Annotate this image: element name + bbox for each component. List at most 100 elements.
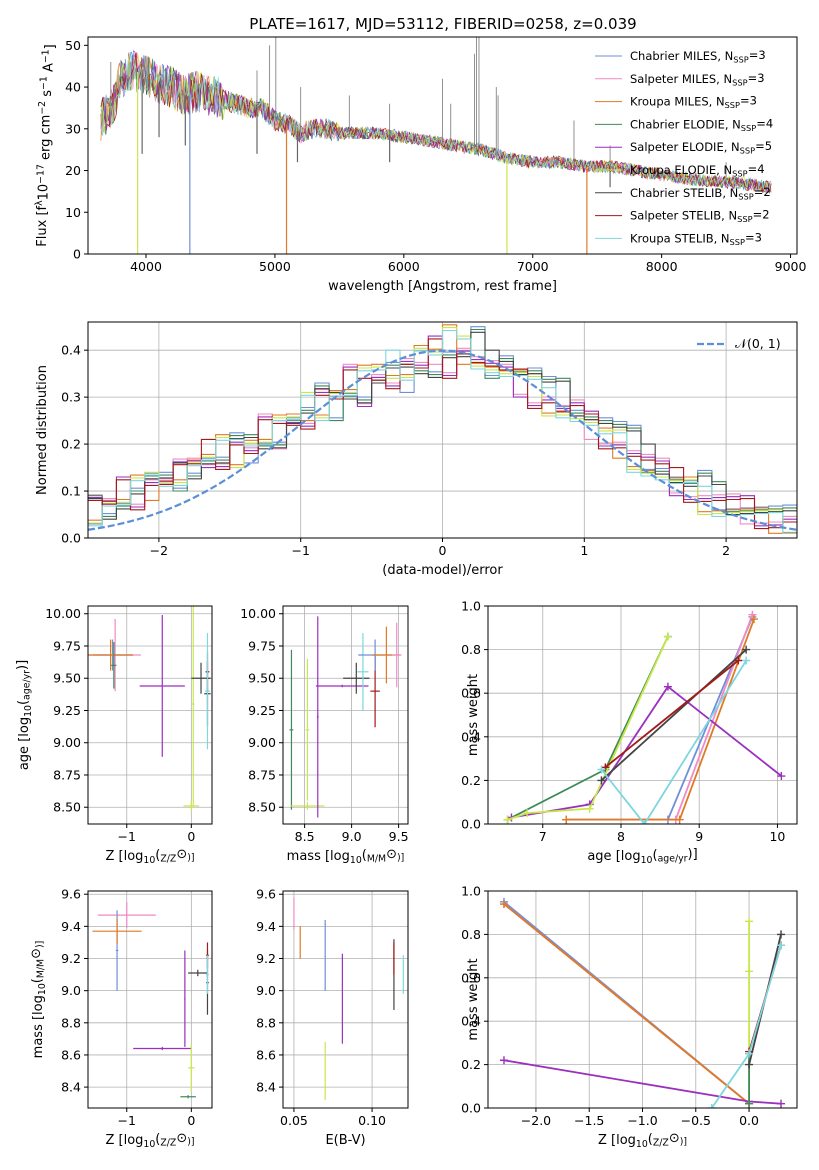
weight-marker <box>675 815 684 824</box>
weight-marker <box>749 615 758 624</box>
histogram-kroupa_stelib <box>88 329 797 534</box>
weight-marker <box>748 610 757 619</box>
x-tick-label: 0.10 <box>358 1113 386 1128</box>
weight-line-kroupa_elodie <box>507 636 669 821</box>
y-tick-label: 0.8 <box>461 927 481 942</box>
y-tick-label: 8.8 <box>61 1015 81 1030</box>
y-tick-label: 0.1 <box>61 484 81 499</box>
plot-mass_vs_z: −1 0 8.4 8.6 8.8 9.0 9.2 9.4 9.6 Z [log10(Z/Z⊙)] m… <box>29 887 213 1150</box>
y-tick-label: 8.75 <box>248 767 276 782</box>
y-tick-label: 9.4 <box>61 919 81 934</box>
weight-marker <box>734 656 743 665</box>
weight-line-salpeter_elodie <box>511 685 782 819</box>
spectrum-legend: Chabrier MILES, NSSP=3 Salpeter MILES, NS… <box>595 48 773 247</box>
weight-line-kroupa_stelib <box>711 945 782 1108</box>
plot-age_vs_mass: 8.5 9.0 9.5 8.50 8.75 9.00 9.25 9.50 9.75 10.00 ma… <box>240 605 409 866</box>
weight-line-chabrier_miles <box>566 616 754 821</box>
axes-frame <box>282 605 409 825</box>
legend-label: Chabrier MILES, NSSP=3 <box>630 48 766 64</box>
x-axis-label: Z [log10(Z/Z⊙)] <box>598 1131 687 1150</box>
x-tick-label: 9000 <box>775 259 807 274</box>
y-tick-label: 50 <box>65 38 81 53</box>
x-tick-label: 0 <box>187 829 195 844</box>
y-tick-label: 0.0 <box>461 1101 481 1116</box>
y-tick-label: 0 <box>73 247 81 262</box>
y-tick-label: 0.6 <box>461 686 481 701</box>
x-tick-label: 9.0 <box>342 829 362 844</box>
weight-line-salpeter_stelib <box>604 659 739 769</box>
weight-marker <box>523 809 532 818</box>
x-axis-label: mass [log10(M/M⊙)] <box>287 847 405 866</box>
legend-label: Kroupa MILES, NSSP=3 <box>630 94 757 110</box>
x-tick-label: −2 <box>150 543 168 558</box>
weight-marker <box>640 820 649 824</box>
figure-title: PLATE=1617, MJD=53112, FIBERID=0258, z=0… <box>249 15 636 33</box>
weight-marker <box>562 815 571 824</box>
y-tick-label: 9.50 <box>248 671 276 686</box>
x-tick-label: 2 <box>722 543 730 558</box>
weight-marker <box>663 632 672 641</box>
weight-marker <box>499 1056 508 1065</box>
weight-marker <box>777 772 786 781</box>
x-axis-label: Z [log10(Z/Z⊙)] <box>105 1131 194 1150</box>
y-axis-label: age [log10(age/yr)] <box>15 660 34 770</box>
histogram-salpeter_stelib <box>88 338 797 530</box>
plot-weight_vs_age: 7 8 9 10 0.0 0.2 0.4 0.6 0.8 1.0 age [log10(age/yr… <box>461 599 798 866</box>
x-tick-label: 0 <box>439 543 447 558</box>
plot-area <box>100 37 772 254</box>
legend-label: Chabrier STELIB, NSSP=2 <box>630 185 771 201</box>
x-tick-label: 8 <box>617 829 625 844</box>
y-tick-label: 30 <box>65 121 81 136</box>
weight-marker <box>745 967 754 976</box>
legend-label: Salpeter MILES, NSSP=3 <box>630 71 765 87</box>
axes-frame <box>87 890 213 1109</box>
weight-line-kroupa_miles <box>503 903 750 1105</box>
weight-marker <box>707 1104 716 1108</box>
x-tick-label: −2.0 <box>521 1113 551 1128</box>
weight-marker <box>745 1049 754 1058</box>
legend-label: 𝒩(0, 1) <box>735 336 781 351</box>
axes-frame <box>487 605 798 825</box>
legend-label: Salpeter STELIB, NSSP=2 <box>630 208 770 224</box>
y-tick-label: 8.6 <box>256 1047 276 1062</box>
y-tick-label: 9.4 <box>256 919 276 934</box>
spectrum-line-salpeter_stelib <box>100 52 772 194</box>
y-tick-label: 9.00 <box>248 735 276 750</box>
x-tick-label: 0.0 <box>739 1113 759 1128</box>
weight-marker <box>777 941 786 950</box>
legend-label: Kroupa ELODIE, NSSP=4 <box>630 162 765 178</box>
y-tick-label: 20 <box>65 163 81 178</box>
x-tick-label: −1 <box>118 829 136 844</box>
axes-frame <box>87 605 213 825</box>
plot-area <box>499 897 786 1108</box>
x-tick-label: 9 <box>695 829 703 844</box>
y-tick-label: 10 <box>65 205 81 220</box>
legend-label: Kroupa STELIB, NSSP=3 <box>630 230 762 246</box>
x-tick-label: 0 <box>187 1113 195 1128</box>
x-tick-label: 8.5 <box>295 829 315 844</box>
x-axis-label: wavelength [Angstrom, rest frame] <box>328 279 557 294</box>
weight-marker <box>777 930 786 939</box>
weight-marker <box>745 1060 754 1069</box>
y-tick-label: 8.75 <box>53 767 81 782</box>
y-axis-label: Normed distribution <box>35 365 50 495</box>
plot-age_vs_z: −1 0 8.50 8.75 9.00 9.25 9.50 9.75 10.00 Z [log10… <box>15 605 213 866</box>
axes-frame <box>282 890 409 1109</box>
plot-area <box>293 897 404 1100</box>
y-axis-label: mass weight <box>466 958 481 1040</box>
y-tick-label: 9.75 <box>53 638 81 653</box>
x-tick-label: 0.05 <box>280 1113 308 1128</box>
weight-marker <box>742 656 751 665</box>
y-tick-label: 0.2 <box>61 437 81 452</box>
y-tick-label: 0.0 <box>61 531 81 546</box>
plot-mass_vs_ebv: 0.05 0.10 8.4 8.6 8.8 9.0 9.2 9.4 9.6 E(B-V) <box>256 887 409 1148</box>
plots-layer: 4000 5000 6000 7000 8000 900001020304050wavel… <box>15 36 807 1150</box>
weight-marker <box>777 1099 786 1108</box>
x-tick-label: 8000 <box>646 259 678 274</box>
y-axis-label: mass weight <box>466 674 481 756</box>
y-tick-label: 9.0 <box>256 983 276 998</box>
y-tick-label: 0.6 <box>461 970 481 985</box>
plot-weight_vs_z: −2.0 −1.5 −1.0 −0.5 0.0 0.0 0.2 0.4 0.6 0.8 1.0 Z [… <box>461 884 798 1150</box>
y-tick-label: 0.4 <box>461 729 481 744</box>
weight-marker <box>745 1099 754 1108</box>
